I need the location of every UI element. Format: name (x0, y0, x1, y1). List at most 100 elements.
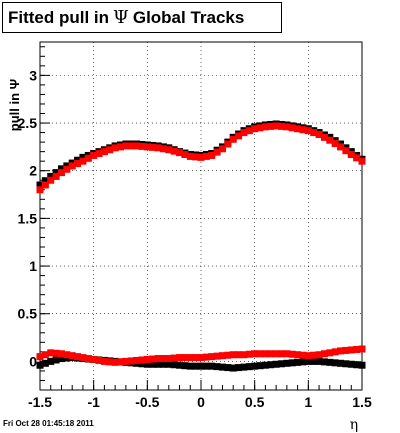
data-point (47, 172, 55, 180)
data-point (245, 350, 253, 358)
data-point (36, 181, 44, 189)
data-point (106, 358, 114, 366)
data-point (57, 355, 65, 363)
data-point (229, 351, 237, 359)
data-point (235, 351, 243, 359)
data-point (218, 363, 226, 371)
data-point (202, 362, 210, 370)
data-point (288, 359, 296, 367)
data-point (186, 152, 194, 160)
data-point (251, 350, 259, 358)
data-point (342, 147, 350, 155)
data-point (122, 142, 130, 150)
data-point (181, 362, 189, 370)
y-tick-label: 0.5 (18, 306, 38, 322)
data-point (176, 149, 184, 157)
data-point (68, 162, 76, 170)
data-point (84, 355, 92, 363)
data-point (294, 358, 302, 366)
data-point (176, 361, 184, 369)
data-point (63, 165, 71, 173)
data-point (154, 360, 162, 368)
data-point (294, 351, 302, 359)
data-point (358, 361, 366, 369)
y-tick-label: 2.5 (18, 115, 38, 131)
data-point (342, 360, 350, 368)
data-point (240, 351, 248, 359)
data-point (261, 361, 269, 369)
data-point (304, 357, 312, 365)
data-point (342, 346, 350, 354)
title-suffix: Global Tracks (132, 7, 245, 27)
data-point (117, 143, 124, 151)
axis-ticks (39, 46, 363, 391)
data-point (272, 360, 280, 368)
x-axis-title: η (350, 417, 358, 433)
data-point (57, 165, 65, 173)
data-point (57, 169, 65, 177)
data-point (331, 348, 339, 356)
data-point (41, 181, 49, 189)
data-point (261, 350, 269, 358)
data-point (159, 360, 167, 368)
data-point (353, 361, 361, 369)
timestamp-footer: Fri Oct 28 01:45:18 2011 (3, 419, 94, 428)
data-point (84, 154, 92, 162)
data-point (127, 142, 135, 150)
x-tick-label: -1 (87, 394, 100, 410)
data-point (47, 349, 55, 357)
data-points (36, 120, 366, 372)
data-point (197, 153, 205, 161)
data-point (165, 146, 173, 154)
data-point (133, 142, 141, 150)
data-point (100, 148, 108, 156)
data-point (358, 345, 366, 353)
data-point (358, 157, 366, 165)
data-point (347, 346, 355, 354)
data-point (36, 353, 44, 361)
series-3 (36, 345, 366, 366)
grid-lines (39, 42, 363, 390)
psi-symbol: Ψ (113, 7, 129, 28)
data-point (304, 352, 312, 360)
data-point (138, 360, 146, 368)
data-point (192, 354, 200, 362)
data-point (90, 355, 98, 363)
data-point (267, 361, 275, 369)
data-point (235, 364, 243, 372)
data-point (224, 364, 232, 372)
data-point (315, 130, 323, 138)
data-point (122, 357, 130, 365)
data-point (52, 349, 60, 357)
data-point (57, 350, 65, 358)
data-point (299, 358, 307, 366)
data-point (229, 364, 237, 372)
data-point (52, 172, 60, 180)
data-point (294, 125, 302, 133)
data-point (278, 360, 285, 368)
data-point (170, 147, 178, 155)
series-1 (36, 122, 366, 194)
data-point (315, 351, 323, 359)
data-point (245, 127, 253, 135)
chart-title: Fitted pull in Ψ Global Tracks (2, 2, 282, 33)
data-point (224, 140, 232, 148)
data-point (326, 358, 334, 366)
data-point (251, 125, 259, 133)
data-point (127, 357, 135, 365)
data-point (256, 124, 264, 132)
data-point (117, 358, 124, 366)
data-point (159, 145, 167, 153)
data-point (353, 345, 361, 353)
data-point (197, 354, 205, 362)
data-point (310, 351, 318, 359)
tick-labels: -1.5 -1 -0.5 0 0.5 1 1.5 0 0.5 1 1.5 2 2.5 3 (18, 67, 372, 410)
data-point (149, 355, 157, 363)
y-tick-label: 2 (29, 163, 37, 179)
data-point (41, 351, 49, 359)
data-point (154, 144, 162, 152)
data-point (192, 362, 200, 370)
data-point (251, 362, 259, 370)
data-point (181, 354, 189, 362)
